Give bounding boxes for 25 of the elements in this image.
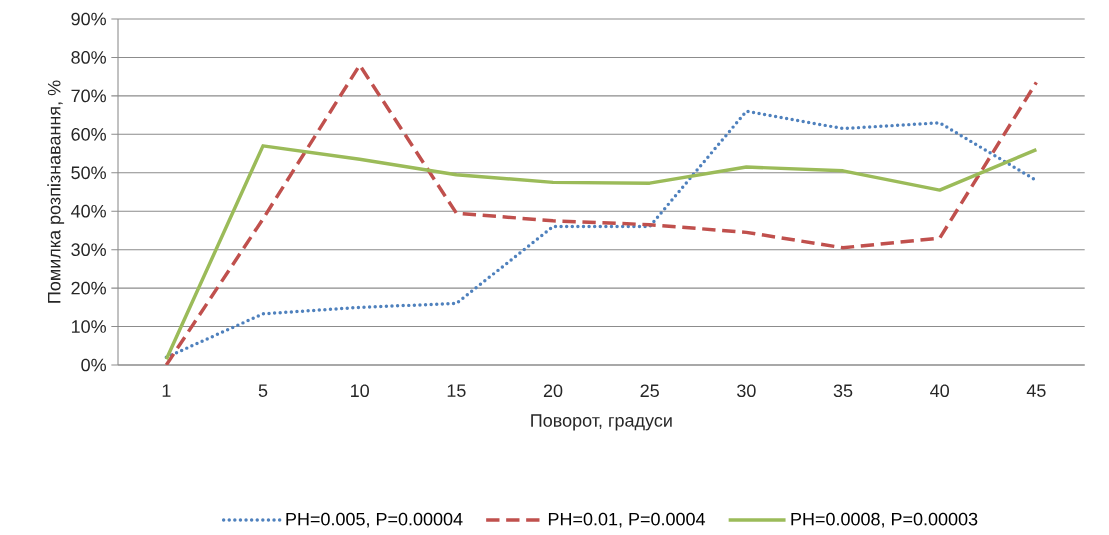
x-tick-label: 15 <box>447 384 466 397</box>
y-tick-label: 40% <box>71 204 106 218</box>
x-tick-label: 30 <box>737 384 756 398</box>
y-axis-title: Помилка розпізнавання, % <box>47 80 65 303</box>
y-tick-label: 80% <box>71 51 106 64</box>
y-tick-label: 90% <box>71 12 106 26</box>
y-tick-label: 10% <box>71 320 106 333</box>
x-tick-label: 45 <box>1026 384 1046 397</box>
y-tick-label: 60% <box>71 127 106 141</box>
x-tick-label: 20 <box>543 384 563 398</box>
y-tick-label: 70% <box>71 89 106 103</box>
x-tick-label: 25 <box>640 384 659 398</box>
y-tick-label: 20% <box>71 281 106 295</box>
x-axis-title: Поворот, градуси <box>531 414 672 431</box>
x-tick-label: 10 <box>351 384 369 398</box>
x-tick-label: 5 <box>258 384 268 397</box>
x-tick-label: 40 <box>930 384 949 398</box>
legend-label: PH=0.0008, P=0.00003 <box>791 512 978 528</box>
y-tick-label: 30% <box>71 243 106 257</box>
legend-label: PH=0.01, P=0.0004 <box>548 512 706 528</box>
x-tick-label: 35 <box>833 384 853 398</box>
y-tick-label: 0% <box>81 358 106 372</box>
legend-label: PH=0.005, P=0.00004 <box>286 512 463 528</box>
x-tick-label: 1 <box>162 384 171 397</box>
y-tick-label: 50% <box>71 166 106 180</box>
